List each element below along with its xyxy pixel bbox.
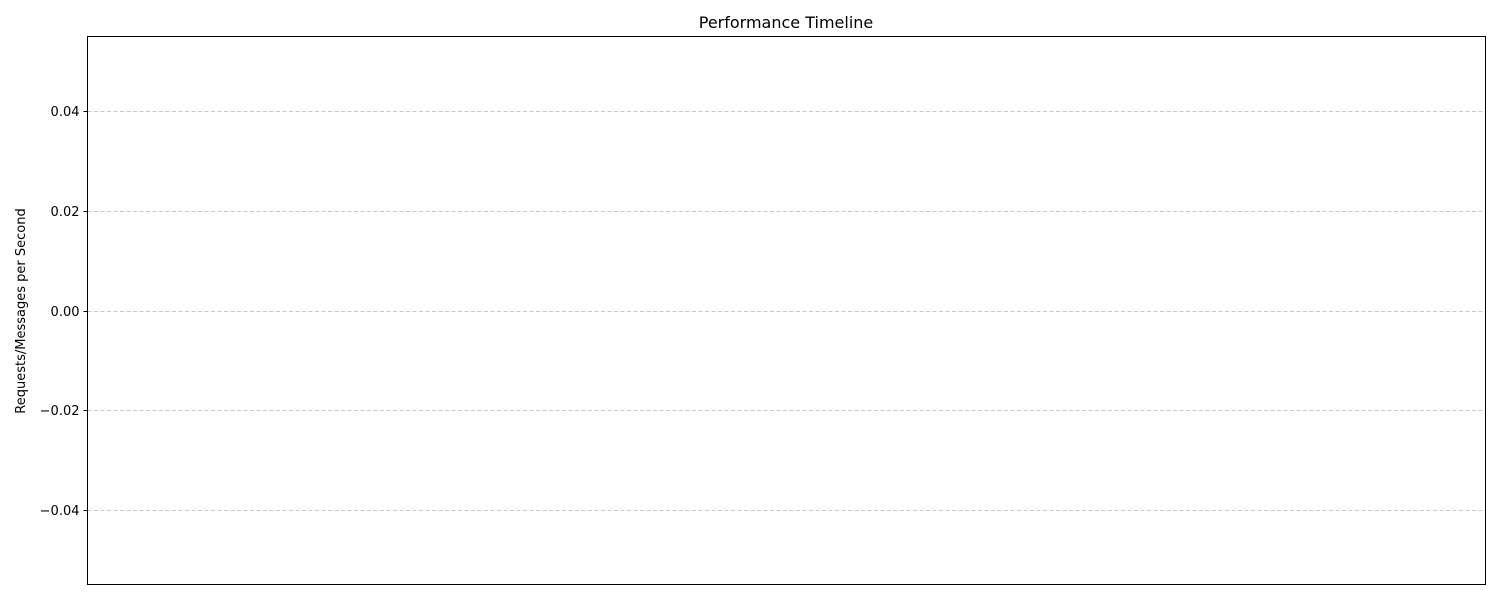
y-tick-label: −0.02 <box>40 404 80 419</box>
y-tick-label: 0.04 <box>51 105 80 120</box>
grid-lines <box>87 111 1486 511</box>
y-axis-label: Requests/Messages per Second <box>14 208 29 413</box>
y-tick-label: 0.00 <box>51 305 80 320</box>
y-tick-label: −0.04 <box>40 504 80 519</box>
chart-title: Performance Timeline <box>699 13 874 32</box>
y-tick-label: 0.02 <box>51 205 80 220</box>
plot-area-frame <box>87 36 1486 585</box>
y-axis-ticks: 0.04 0.02 0.00 −0.02 −0.04 <box>40 105 88 519</box>
